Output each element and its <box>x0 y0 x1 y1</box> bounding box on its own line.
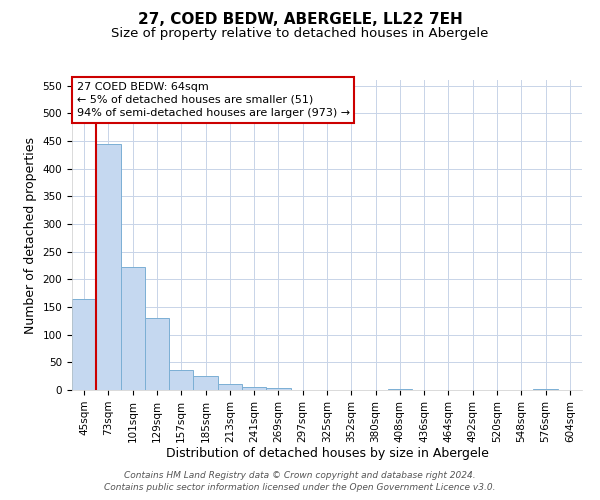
Bar <box>533 389 558 390</box>
Bar <box>218 384 242 390</box>
Text: 27 COED BEDW: 64sqm
← 5% of detached houses are smaller (51)
94% of semi-detache: 27 COED BEDW: 64sqm ← 5% of detached hou… <box>77 82 350 118</box>
Text: Size of property relative to detached houses in Abergele: Size of property relative to detached ho… <box>112 28 488 40</box>
Y-axis label: Number of detached properties: Number of detached properties <box>24 136 37 334</box>
Bar <box>266 388 290 390</box>
X-axis label: Distribution of detached houses by size in Abergele: Distribution of detached houses by size … <box>166 448 488 460</box>
Bar <box>169 370 193 390</box>
Bar <box>96 144 121 390</box>
Bar <box>388 389 412 390</box>
Bar <box>121 267 145 390</box>
Bar <box>242 386 266 390</box>
Bar <box>72 298 96 390</box>
Bar <box>193 376 218 390</box>
Text: Contains HM Land Registry data © Crown copyright and database right 2024.
Contai: Contains HM Land Registry data © Crown c… <box>104 471 496 492</box>
Text: 27, COED BEDW, ABERGELE, LL22 7EH: 27, COED BEDW, ABERGELE, LL22 7EH <box>137 12 463 28</box>
Bar <box>145 318 169 390</box>
